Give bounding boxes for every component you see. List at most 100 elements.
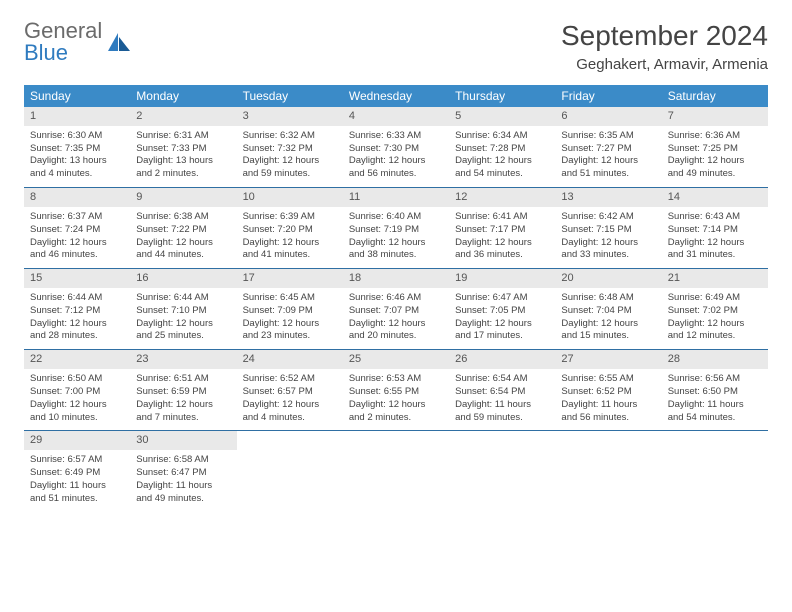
day-body: Sunrise: 6:45 AMSunset: 7:09 PMDaylight:… <box>237 288 343 349</box>
day-line: Sunset: 7:30 PM <box>349 143 443 156</box>
day-line: and 56 minutes. <box>561 412 655 425</box>
day-line: Daylight: 11 hours <box>30 480 124 493</box>
day-body: Sunrise: 6:52 AMSunset: 6:57 PMDaylight:… <box>237 369 343 430</box>
calendar-cell: 28Sunrise: 6:56 AMSunset: 6:50 PMDayligh… <box>662 350 768 430</box>
day-line: and 54 minutes. <box>668 412 762 425</box>
day-line: Sunrise: 6:46 AM <box>349 292 443 305</box>
day-number: 13 <box>555 188 661 207</box>
calendar-cell: 10Sunrise: 6:39 AMSunset: 7:20 PMDayligh… <box>237 188 343 268</box>
day-line: Sunset: 6:52 PM <box>561 386 655 399</box>
day-line: Sunrise: 6:35 AM <box>561 130 655 143</box>
calendar-cell: 6Sunrise: 6:35 AMSunset: 7:27 PMDaylight… <box>555 107 661 187</box>
calendar-cell: 2Sunrise: 6:31 AMSunset: 7:33 PMDaylight… <box>130 107 236 187</box>
day-line: and 2 minutes. <box>136 168 230 181</box>
day-body: Sunrise: 6:55 AMSunset: 6:52 PMDaylight:… <box>555 369 661 430</box>
day-body: Sunrise: 6:43 AMSunset: 7:14 PMDaylight:… <box>662 207 768 268</box>
day-line: Sunset: 7:02 PM <box>668 305 762 318</box>
calendar-cell: 16Sunrise: 6:44 AMSunset: 7:10 PMDayligh… <box>130 269 236 349</box>
day-line: and 31 minutes. <box>668 249 762 262</box>
day-body: Sunrise: 6:44 AMSunset: 7:10 PMDaylight:… <box>130 288 236 349</box>
day-number: 16 <box>130 269 236 288</box>
day-header: Thursday <box>449 85 555 107</box>
day-line: Sunrise: 6:57 AM <box>30 454 124 467</box>
calendar-cell <box>662 431 768 511</box>
calendar-cell: 9Sunrise: 6:38 AMSunset: 7:22 PMDaylight… <box>130 188 236 268</box>
day-line: Sunset: 6:55 PM <box>349 386 443 399</box>
calendar-cell: 29Sunrise: 6:57 AMSunset: 6:49 PMDayligh… <box>24 431 130 511</box>
day-line: and 41 minutes. <box>243 249 337 262</box>
calendar-cell <box>555 431 661 511</box>
day-line: Sunset: 7:32 PM <box>243 143 337 156</box>
day-body: Sunrise: 6:39 AMSunset: 7:20 PMDaylight:… <box>237 207 343 268</box>
day-number: 28 <box>662 350 768 369</box>
day-line: Daylight: 12 hours <box>136 318 230 331</box>
calendar-cell: 3 Sunrise: 6:32 AMSunset: 7:32 PMDaylight… <box>237 107 343 187</box>
day-line: and 10 minutes. <box>30 412 124 425</box>
day-line: Sunrise: 6:32 AM <box>243 130 337 143</box>
brand-logo: General Blue <box>24 20 130 64</box>
day-body: Sunrise: 6:46 AMSunset: 7:07 PMDaylight:… <box>343 288 449 349</box>
day-line: Sunrise: 6:58 AM <box>136 454 230 467</box>
day-line: and 51 minutes. <box>30 493 124 506</box>
day-number: 23 <box>130 350 236 369</box>
day-line: Daylight: 12 hours <box>561 155 655 168</box>
day-line: and 38 minutes. <box>349 249 443 262</box>
day-line: Sunset: 7:14 PM <box>668 224 762 237</box>
day-line: Sunrise: 6:51 AM <box>136 373 230 386</box>
day-number: 19 <box>449 269 555 288</box>
day-number: 22 <box>24 350 130 369</box>
calendar-cell <box>237 431 343 511</box>
day-line: Daylight: 12 hours <box>668 155 762 168</box>
calendar-cell: 25Sunrise: 6:53 AMSunset: 6:55 PMDayligh… <box>343 350 449 430</box>
day-line: and 51 minutes. <box>561 168 655 181</box>
day-line: Sunrise: 6:54 AM <box>455 373 549 386</box>
day-line: and 46 minutes. <box>30 249 124 262</box>
day-body: Sunrise: 6:50 AMSunset: 7:00 PMDaylight:… <box>24 369 130 430</box>
calendar-cell: 24Sunrise: 6:52 AMSunset: 6:57 PMDayligh… <box>237 350 343 430</box>
day-line: Daylight: 11 hours <box>561 399 655 412</box>
day-line: Daylight: 12 hours <box>561 318 655 331</box>
day-body: Sunrise: 6:37 AMSunset: 7:24 PMDaylight:… <box>24 207 130 268</box>
day-number: 10 <box>237 188 343 207</box>
calendar-cell: 22Sunrise: 6:50 AMSunset: 7:00 PMDayligh… <box>24 350 130 430</box>
calendar-cell: 12Sunrise: 6:41 AMSunset: 7:17 PMDayligh… <box>449 188 555 268</box>
calendar-cell: 15Sunrise: 6:44 AMSunset: 7:12 PMDayligh… <box>24 269 130 349</box>
day-line: and 15 minutes. <box>561 330 655 343</box>
day-line: and 54 minutes. <box>455 168 549 181</box>
calendar-cell: 5Sunrise: 6:34 AMSunset: 7:28 PMDaylight… <box>449 107 555 187</box>
location-line: Geghakert, Armavir, Armenia <box>561 56 768 73</box>
calendar-cell: 19Sunrise: 6:47 AMSunset: 7:05 PMDayligh… <box>449 269 555 349</box>
day-number: 21 <box>662 269 768 288</box>
day-number: 17 <box>237 269 343 288</box>
day-number: 24 <box>237 350 343 369</box>
day-line: Daylight: 13 hours <box>136 155 230 168</box>
brand-bottom: Blue <box>24 40 68 65</box>
day-line: and 28 minutes. <box>30 330 124 343</box>
day-line: and 56 minutes. <box>349 168 443 181</box>
day-line: and 7 minutes. <box>136 412 230 425</box>
day-line: Daylight: 12 hours <box>349 237 443 250</box>
calendar-cell: 27Sunrise: 6:55 AMSunset: 6:52 PMDayligh… <box>555 350 661 430</box>
day-line: Sunset: 7:05 PM <box>455 305 549 318</box>
day-line: Daylight: 11 hours <box>455 399 549 412</box>
day-body: Sunrise: 6:48 AMSunset: 7:04 PMDaylight:… <box>555 288 661 349</box>
day-line: Sunrise: 6:44 AM <box>30 292 124 305</box>
day-line: Sunset: 7:35 PM <box>30 143 124 156</box>
day-body: Sunrise: 6:41 AMSunset: 7:17 PMDaylight:… <box>449 207 555 268</box>
day-line: Sunrise: 6:49 AM <box>668 292 762 305</box>
month-title: September 2024 <box>561 20 768 52</box>
day-line: Daylight: 12 hours <box>30 237 124 250</box>
day-line: Sunset: 6:59 PM <box>136 386 230 399</box>
day-line: and 59 minutes. <box>455 412 549 425</box>
day-line: Sunrise: 6:30 AM <box>30 130 124 143</box>
calendar-cell: 26Sunrise: 6:54 AMSunset: 6:54 PMDayligh… <box>449 350 555 430</box>
day-line: Daylight: 12 hours <box>243 155 337 168</box>
day-line: Sunset: 7:28 PM <box>455 143 549 156</box>
day-line: Daylight: 12 hours <box>668 237 762 250</box>
day-line: Daylight: 12 hours <box>243 237 337 250</box>
day-number: 3 <box>237 107 343 126</box>
day-line: Sunrise: 6:53 AM <box>349 373 443 386</box>
day-line: Sunrise: 6:33 AM <box>349 130 443 143</box>
day-line: and 4 minutes. <box>243 412 337 425</box>
day-body: Sunrise: 6:53 AMSunset: 6:55 PMDaylight:… <box>343 369 449 430</box>
